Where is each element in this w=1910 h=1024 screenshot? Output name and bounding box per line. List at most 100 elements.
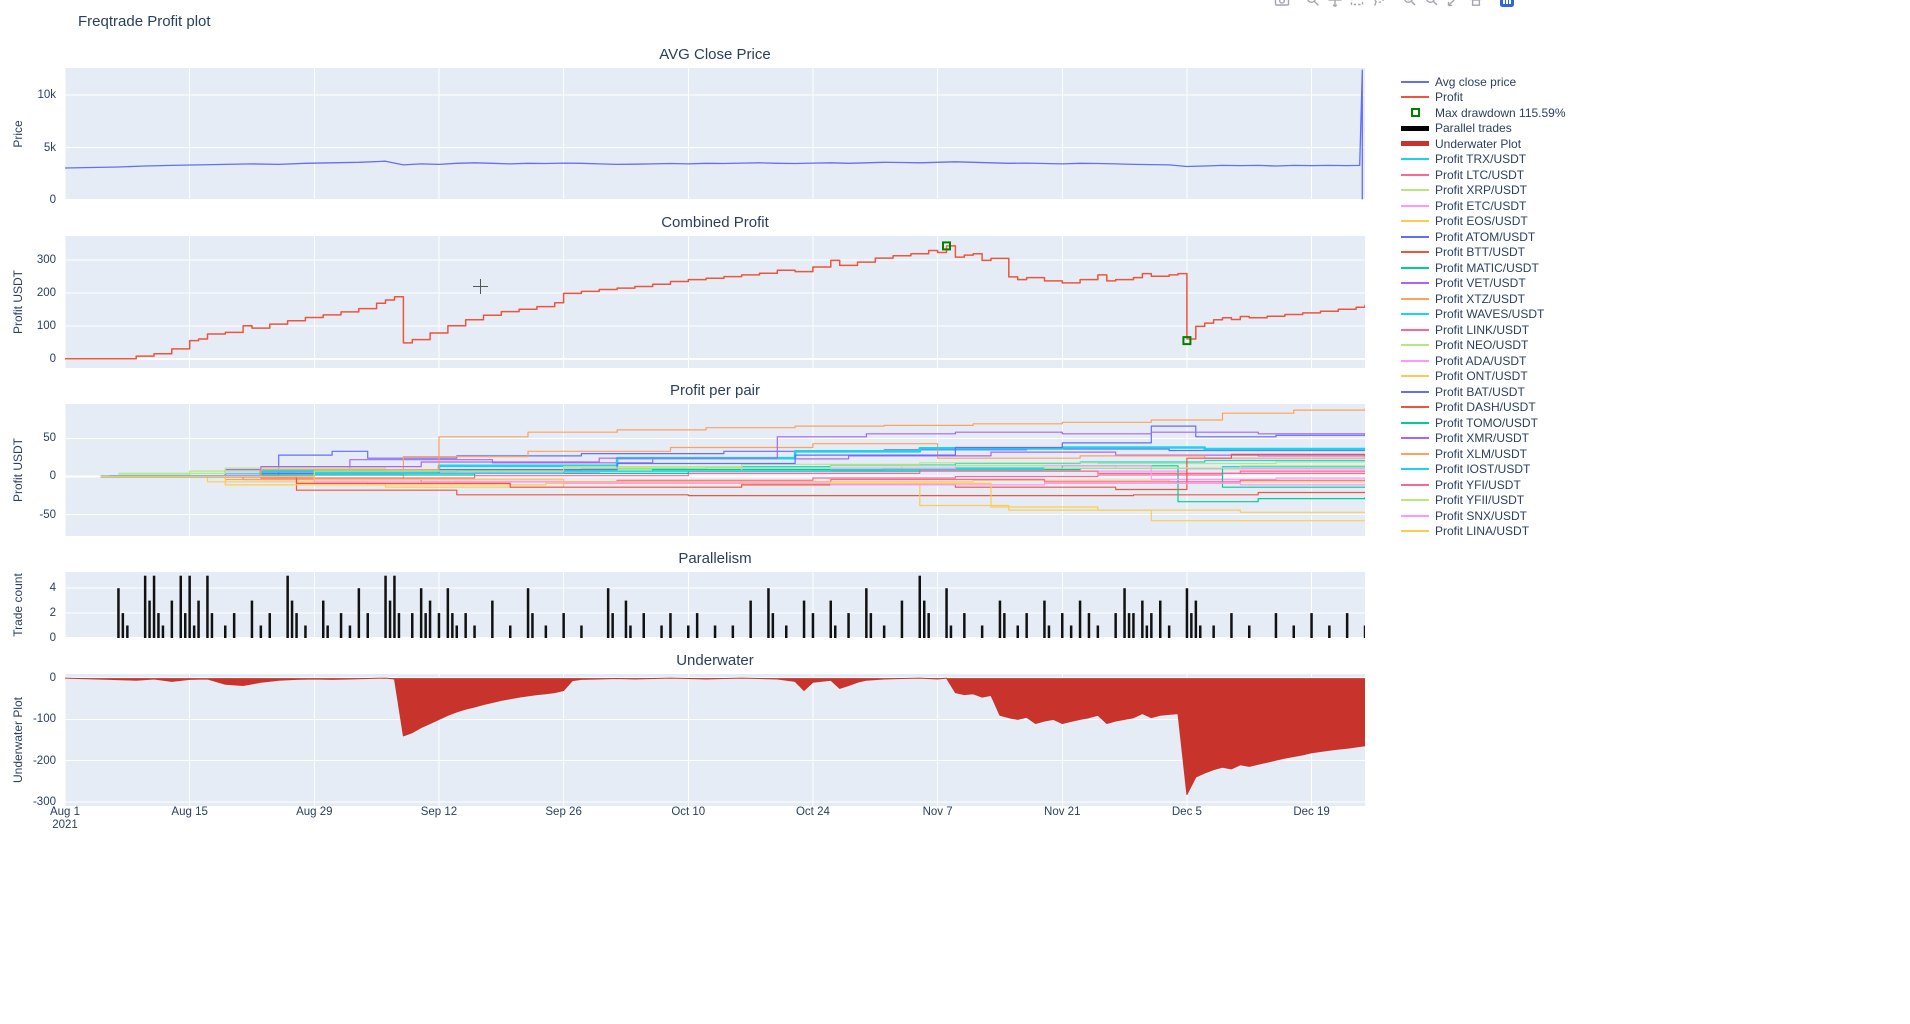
avg-close-price-plot-area[interactable] [65, 68, 1365, 200]
x-tick-label: Sep 12 [420, 806, 458, 818]
x-tick-label: Aug 29 [296, 806, 333, 818]
legend-swatch-color [1401, 125, 1429, 131]
legend-line-swatch [1400, 204, 1430, 207]
y-tick-label: 4 [49, 582, 56, 595]
legend-item-profit-tomo-usdt[interactable]: Profit TOMO/USDT [1400, 415, 1570, 431]
legend-item-profit-bat-usdt[interactable]: Profit BAT/USDT [1400, 384, 1570, 400]
plotly-logo-link[interactable] [1497, 0, 1516, 9]
combined-profit-plot-area[interactable] [65, 236, 1365, 368]
legend-label: Profit NEO/USDT [1435, 338, 1529, 353]
legend-line-swatch [1400, 189, 1430, 192]
camera-icon [1274, 0, 1289, 6]
subplot-title-parallelism: Parallelism [678, 550, 752, 567]
modebar-box-select-button[interactable] [1347, 0, 1366, 9]
legend-label: Parallel trades [1435, 121, 1512, 136]
legend-item-profit-xrp-usdt[interactable]: Profit XRP/USDT [1400, 183, 1570, 199]
modebar-camera-button[interactable] [1272, 0, 1291, 9]
modebar-zoom-in-button[interactable] [1400, 0, 1419, 9]
legend-item-profit-ont-usdt[interactable]: Profit ONT/USDT [1400, 369, 1570, 385]
modebar-autoscale-button[interactable] [1444, 0, 1463, 9]
y-tick-label: -200 [32, 754, 56, 767]
legend-item-profit-waves-usdt[interactable]: Profit WAVES/USDT [1400, 307, 1570, 323]
legend-item-profit-dash-usdt[interactable]: Profit DASH/USDT [1400, 400, 1570, 416]
legend-item-profit[interactable]: Profit [1400, 90, 1570, 106]
legend-swatch-color [1401, 359, 1429, 362]
legend-line-swatch [1400, 359, 1430, 362]
legend-item-profit-btt-usdt[interactable]: Profit BTT/USDT [1400, 245, 1570, 261]
x-tick-label: Dec 19 [1293, 806, 1330, 818]
legend-label: Max drawdown 115.59% [1435, 105, 1566, 120]
legend-item-avg-close-price[interactable]: Avg close price [1400, 74, 1570, 90]
x-tick-label: Aug 15 [171, 806, 208, 818]
zoom-icon [1306, 0, 1319, 6]
legend-swatch-color [1401, 437, 1429, 440]
x-tick-label: Nov 21 [1044, 806, 1081, 818]
zoom-in-icon [1403, 0, 1415, 6]
legend-swatch-color [1401, 251, 1429, 254]
legend-item-profit-yfi-usdt[interactable]: Profit YFI/USDT [1400, 477, 1570, 493]
legend-item-profit-xlm-usdt[interactable]: Profit XLM/USDT [1400, 446, 1570, 462]
legend-item-profit-snx-usdt[interactable]: Profit SNX/USDT [1400, 508, 1570, 524]
legend-swatch-color [1401, 266, 1429, 269]
x-tick-label: Nov 7 [922, 806, 953, 818]
modebar-zoom-out-button[interactable] [1422, 0, 1441, 9]
subplot-title-combined-profit: Combined Profit [661, 214, 769, 231]
legend-label: Profit LTC/USDT [1435, 167, 1525, 182]
legend-label: Profit TOMO/USDT [1435, 415, 1538, 430]
legend-swatch-color [1401, 421, 1429, 424]
legend-label: Profit XRP/USDT [1435, 183, 1528, 198]
profit-per-pair-plot-area[interactable] [65, 404, 1365, 536]
legend-item-profit-ltc-usdt[interactable]: Profit LTC/USDT [1400, 167, 1570, 183]
legend-item-profit-lina-usdt[interactable]: Profit LINA/USDT [1400, 524, 1570, 540]
legend-item-profit-iost-usdt[interactable]: Profit IOST/USDT [1400, 462, 1570, 478]
y-tick-label: 100 [36, 319, 56, 332]
legend-item-profit-ada-usdt[interactable]: Profit ADA/USDT [1400, 353, 1570, 369]
legend-swatch-color [1401, 390, 1429, 393]
parallelism-plot-area[interactable] [65, 572, 1365, 638]
y-tick-label: 0 [49, 632, 56, 644]
legend-line-swatch [1400, 375, 1430, 378]
y-tick-label: 0 [49, 672, 56, 685]
modebar-zoom-button[interactable] [1303, 0, 1322, 9]
legend-line-swatch [1400, 251, 1430, 254]
legend-label: Avg close price [1435, 74, 1517, 89]
legend-swatch-color [1401, 483, 1429, 486]
legend-line-swatch [1400, 173, 1430, 176]
legend-item-profit-trx-usdt[interactable]: Profit TRX/USDT [1400, 152, 1570, 168]
legend-thick-line-swatch [1400, 125, 1430, 131]
legend-item-profit-eos-usdt[interactable]: Profit EOS/USDT [1400, 214, 1570, 230]
legend-line-swatch [1400, 235, 1430, 238]
subplot-combined-profit: Combined Profit Profit USDT 0 100 200 300 [0, 214, 1365, 368]
legend-item-profit-atom-usdt[interactable]: Profit ATOM/USDT [1400, 229, 1570, 245]
legend-swatch-color [1401, 297, 1429, 300]
plotly-modebar [1272, 0, 1516, 9]
legend-item-profit-xmr-usdt[interactable]: Profit XMR/USDT [1400, 431, 1570, 447]
modebar-lasso-select-button[interactable] [1369, 0, 1388, 9]
modebar-pan-button[interactable] [1325, 0, 1344, 9]
legend-item-profit-xtz-usdt[interactable]: Profit XTZ/USDT [1400, 291, 1570, 307]
legend-swatch-color [1401, 313, 1429, 316]
y-tick-label: -50 [39, 508, 56, 521]
legend-swatch-color [1401, 141, 1429, 147]
legend-item-profit-vet-usdt[interactable]: Profit VET/USDT [1400, 276, 1570, 292]
legend-item-max-drawdown-115.59[interactable]: Max drawdown 115.59% [1400, 105, 1570, 121]
legend-line-swatch [1400, 499, 1430, 502]
x-axis-labels: Aug 1 2021 Aug 15 Aug 29 Sep 12 Sep 26 Oct 10 O… [50, 806, 1365, 840]
legend-swatch-color [1401, 204, 1429, 207]
legend-line-swatch [1400, 437, 1430, 440]
legend-item-parallel-trades[interactable]: Parallel trades [1400, 121, 1570, 137]
legend-item-underwater-plot[interactable]: Underwater Plot [1400, 136, 1570, 152]
legend-item-profit-neo-usdt[interactable]: Profit NEO/USDT [1400, 338, 1570, 354]
legend-item-profit-yfii-usdt[interactable]: Profit YFII/USDT [1400, 493, 1570, 509]
legend-swatch-color [1401, 406, 1429, 409]
lasso-select-icon [1373, 0, 1384, 6]
subplot-title-underwater: Underwater [676, 652, 754, 669]
y-tick-label: 50 [43, 432, 56, 445]
underwater-plot-area[interactable] [65, 674, 1365, 806]
legend-line-swatch [1400, 530, 1430, 533]
modebar-reset-axes-button[interactable] [1466, 0, 1485, 9]
legend-item-profit-etc-usdt[interactable]: Profit ETC/USDT [1400, 198, 1570, 214]
legend-item-profit-matic-usdt[interactable]: Profit MATIC/USDT [1400, 260, 1570, 276]
legend-item-profit-link-usdt[interactable]: Profit LINK/USDT [1400, 322, 1570, 338]
